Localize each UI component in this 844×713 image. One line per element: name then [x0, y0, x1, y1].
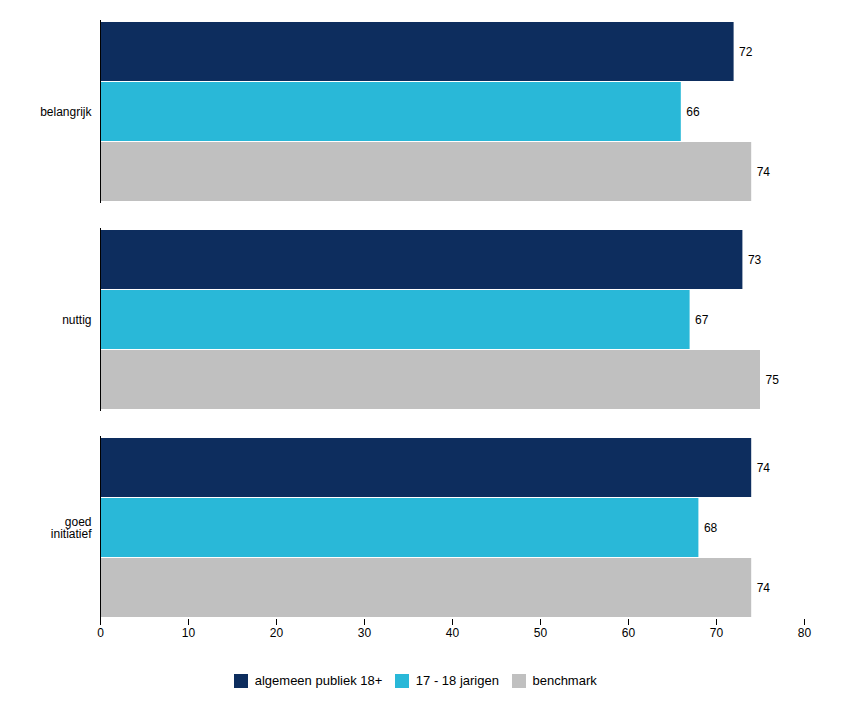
svg-text:30: 30 [358, 626, 372, 640]
html-text:17 - 18 jarigen: 17 - 18 jarigen [415, 673, 499, 688]
svg-text:67: 67 [695, 313, 709, 327]
svg-text:nuttig: nuttig [62, 313, 91, 327]
svg-text:0: 0 [97, 626, 104, 640]
svg-text:70: 70 [710, 626, 724, 640]
svg-text:74: 74 [757, 581, 771, 595]
svg-text:50: 50 [534, 626, 548, 640]
svg-text:74: 74 [757, 461, 771, 475]
svg-text:belangrijk: belangrijk [40, 105, 92, 119]
html-text:algemeen publiek 18+: algemeen publiek 18+ [254, 673, 383, 688]
svg-text:73: 73 [748, 253, 762, 267]
svg-text:40: 40 [446, 626, 460, 640]
svg-text:goedinitiatief: goedinitiatief [51, 515, 92, 541]
svg-text:72: 72 [739, 45, 753, 59]
svg-text:60: 60 [622, 626, 636, 640]
svg-text:66: 66 [686, 105, 700, 119]
svg-text:75: 75 [766, 373, 780, 387]
html-text:benchmark: benchmark [532, 673, 597, 688]
svg-text:68: 68 [704, 521, 718, 535]
svg-text:20: 20 [270, 626, 284, 640]
svg-text:80: 80 [798, 626, 812, 640]
svg-text:74: 74 [757, 165, 771, 179]
svg-text:10: 10 [182, 626, 196, 640]
